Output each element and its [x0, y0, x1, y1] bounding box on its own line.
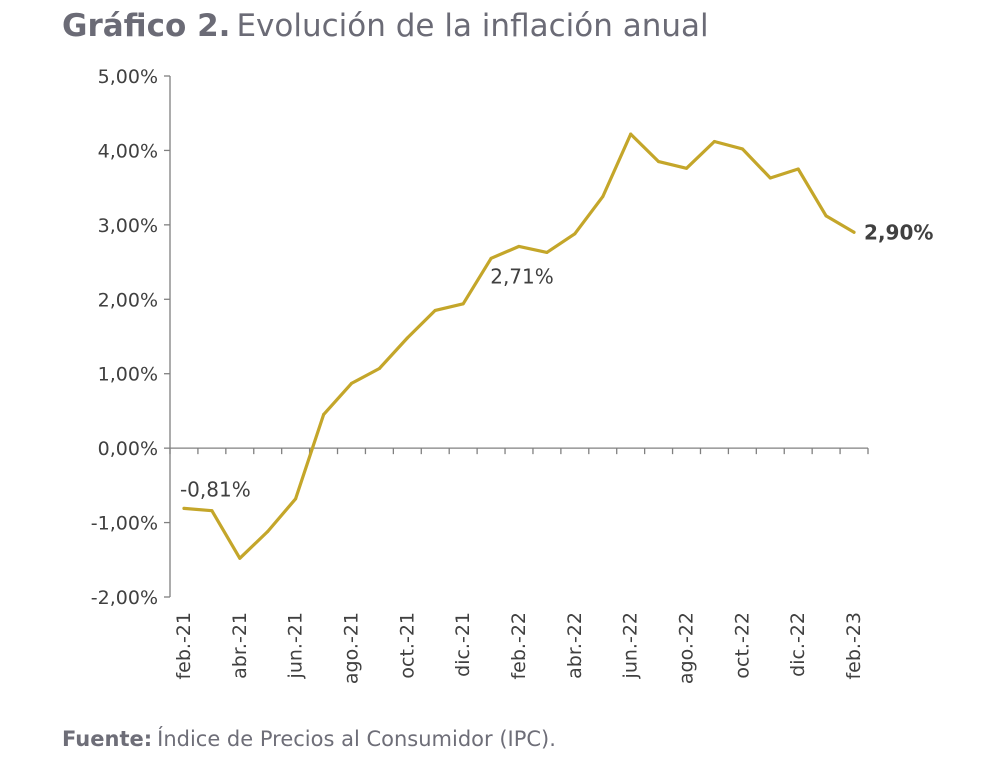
- data-point: [182, 506, 186, 510]
- chart-title-text: Evolución de la inflación anual: [236, 8, 709, 44]
- x-tick-label: abr.-22: [564, 612, 586, 679]
- x-tick-label: oct.-22: [731, 612, 753, 679]
- data-point: [433, 308, 437, 312]
- data-point: [517, 244, 521, 248]
- x-tick-label: dic.-22: [787, 612, 809, 677]
- data-point: [712, 139, 716, 143]
- data-point: [657, 160, 661, 164]
- x-tick-label: jun.-21: [285, 612, 307, 679]
- data-point: [210, 509, 214, 513]
- data-label: 2,71%: [490, 264, 554, 288]
- data-point: [768, 176, 772, 180]
- y-tick-label: 3,00%: [98, 215, 158, 237]
- data-point: [294, 497, 298, 501]
- data-point: [629, 132, 633, 136]
- x-tick-label: feb.-22: [508, 612, 530, 680]
- data-point: [349, 381, 353, 385]
- x-tick-label: ago.-22: [676, 612, 698, 684]
- data-point: [852, 230, 856, 234]
- y-tick-label: 4,00%: [98, 140, 158, 162]
- data-point: [573, 232, 577, 236]
- x-tick-label: feb.-23: [843, 612, 865, 680]
- y-tick-label: 5,00%: [98, 66, 158, 88]
- data-point: [824, 214, 828, 218]
- data-point: [405, 336, 409, 340]
- x-tick-label: jun.-22: [620, 612, 642, 679]
- y-tick-label: 0,00%: [98, 438, 158, 460]
- data-point: [461, 302, 465, 306]
- data-point: [238, 556, 242, 560]
- y-tick-label: 2,00%: [98, 289, 158, 311]
- y-tick-label: 1,00%: [98, 364, 158, 386]
- y-tick-label: -2,00%: [91, 587, 158, 609]
- data-label: 2,90%: [864, 220, 933, 244]
- data-point: [601, 195, 605, 199]
- x-tick-label: dic.-21: [452, 612, 474, 677]
- x-tick-label: abr.-21: [229, 612, 251, 679]
- source-note: Fuente: Índice de Precios al Consumidor (…: [62, 727, 556, 751]
- chart-title-prefix: Gráfico 2.: [62, 8, 231, 44]
- x-tick-label: ago.-21: [340, 612, 362, 684]
- y-tick-label: -1,00%: [91, 513, 158, 535]
- data-label: -0,81%: [180, 477, 251, 501]
- data-point: [266, 530, 270, 534]
- x-tick-label: feb.-21: [173, 612, 195, 680]
- source-prefix: Fuente:: [62, 727, 153, 751]
- data-point: [740, 147, 744, 151]
- data-point: [489, 256, 493, 260]
- data-point: [377, 367, 381, 371]
- data-point: [796, 167, 800, 171]
- data-point: [322, 413, 326, 417]
- x-tick-label: oct.-21: [396, 612, 418, 679]
- data-point: [685, 166, 689, 170]
- chart-title: Gráfico 2. Evolución de la inflación anua…: [62, 8, 709, 44]
- source-text: Índice de Precios al Consumidor (IPC).: [157, 727, 556, 751]
- data-point: [545, 250, 549, 254]
- series-line: [182, 132, 856, 560]
